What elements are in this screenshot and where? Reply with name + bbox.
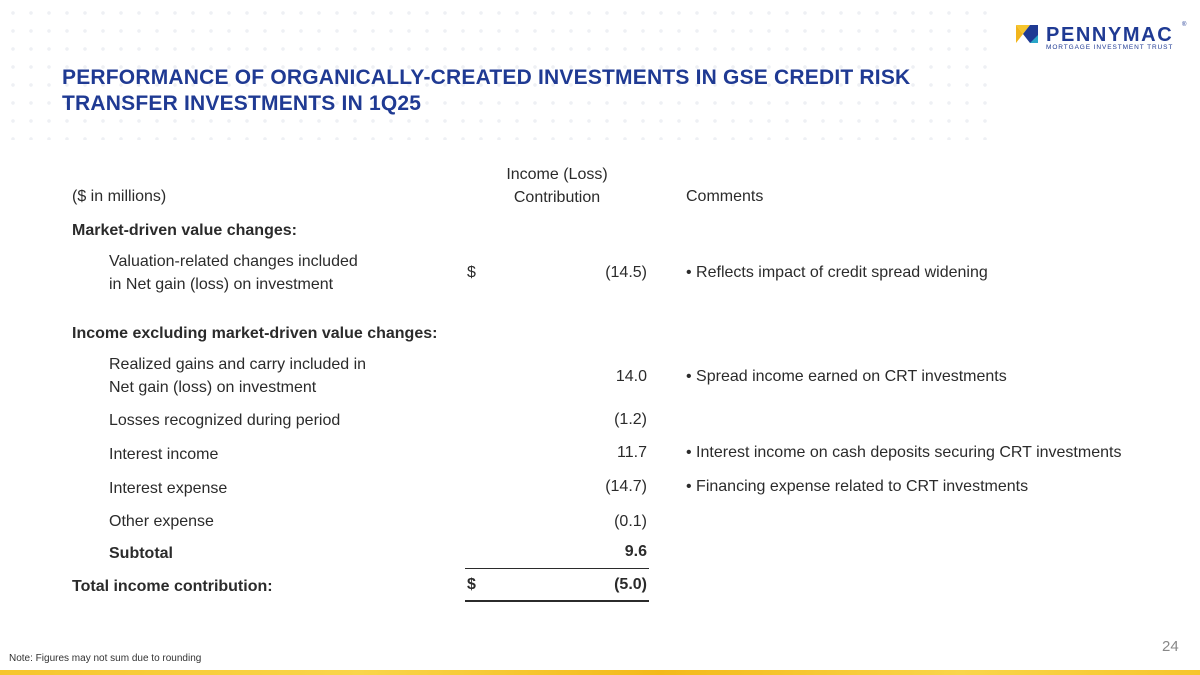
accent-bar [0,670,1200,675]
realized-label-line-2: Net gain (loss) on investment [109,379,317,396]
interest-expense-label: Interest expense [109,480,228,497]
other-expense-value: (0.1) [614,513,647,530]
valuation-label-line-2: in Net gain (loss) on investment [109,276,334,293]
income-header-line-2: Contribution [513,189,601,206]
dot-pattern-background [0,0,1000,140]
logo-wordmark: PENNYMAC [1046,24,1174,46]
interest-expense-value: (14.7) [605,478,647,495]
footnote: Note: Figures may not sum due to roundin… [9,653,202,664]
losses-value: (1.2) [614,411,647,428]
losses-label: Losses recognized during period [109,412,341,429]
page-number: 24 [1162,638,1179,655]
income-header-line-1: Income (Loss) [506,166,608,183]
subtotal-rule [465,568,649,569]
subtotal-value: 9.6 [624,543,647,560]
realized-comment: • Spread income earned on CRT investment… [686,368,1007,385]
comments-header: Comments [686,188,764,205]
income-section-heading: Income excluding market-driven value cha… [72,325,438,342]
total-value: (5.0) [614,576,647,593]
pennymac-logo: PENNYMAC ® MORTGAGE INVESTMENT TRUST [1016,22,1188,54]
total-rule [465,600,649,602]
valuation-value: (14.5) [605,264,647,281]
interest-income-value: 11.7 [617,444,647,461]
total-currency: $ [467,576,476,593]
slide-title-line-2: TRANSFER INVESTMENTS IN 1Q25 [62,92,422,115]
interest-income-comment: • Interest income on cash deposits secur… [686,444,1122,461]
realized-value: 14.0 [615,368,647,385]
logo-registered-mark: ® [1182,22,1187,28]
total-label: Total income contribution: [72,578,273,595]
slide-title: PERFORMANCE OF ORGANICALLY-CREATED INVES… [62,65,1062,117]
other-expense-label: Other expense [109,513,214,530]
interest-expense-comment: • Financing expense related to CRT inves… [686,478,1029,495]
logo-tagline: MORTGAGE INVESTMENT TRUST [1046,44,1174,51]
valuation-currency: $ [467,264,476,281]
valuation-label-line-1: Valuation-related changes included [109,253,358,270]
units-header: ($ in millions) [72,188,167,205]
market-section-heading: Market-driven value changes: [72,222,297,239]
realized-label-line-1: Realized gains and carry included in [109,356,367,373]
valuation-comment: • Reflects impact of credit spread widen… [686,264,988,281]
logo-mark-icon [1016,25,1038,43]
subtotal-label: Subtotal [109,545,173,562]
interest-income-label: Interest income [109,446,219,463]
slide-title-line-1: PERFORMANCE OF ORGANICALLY-CREATED INVES… [62,66,911,89]
